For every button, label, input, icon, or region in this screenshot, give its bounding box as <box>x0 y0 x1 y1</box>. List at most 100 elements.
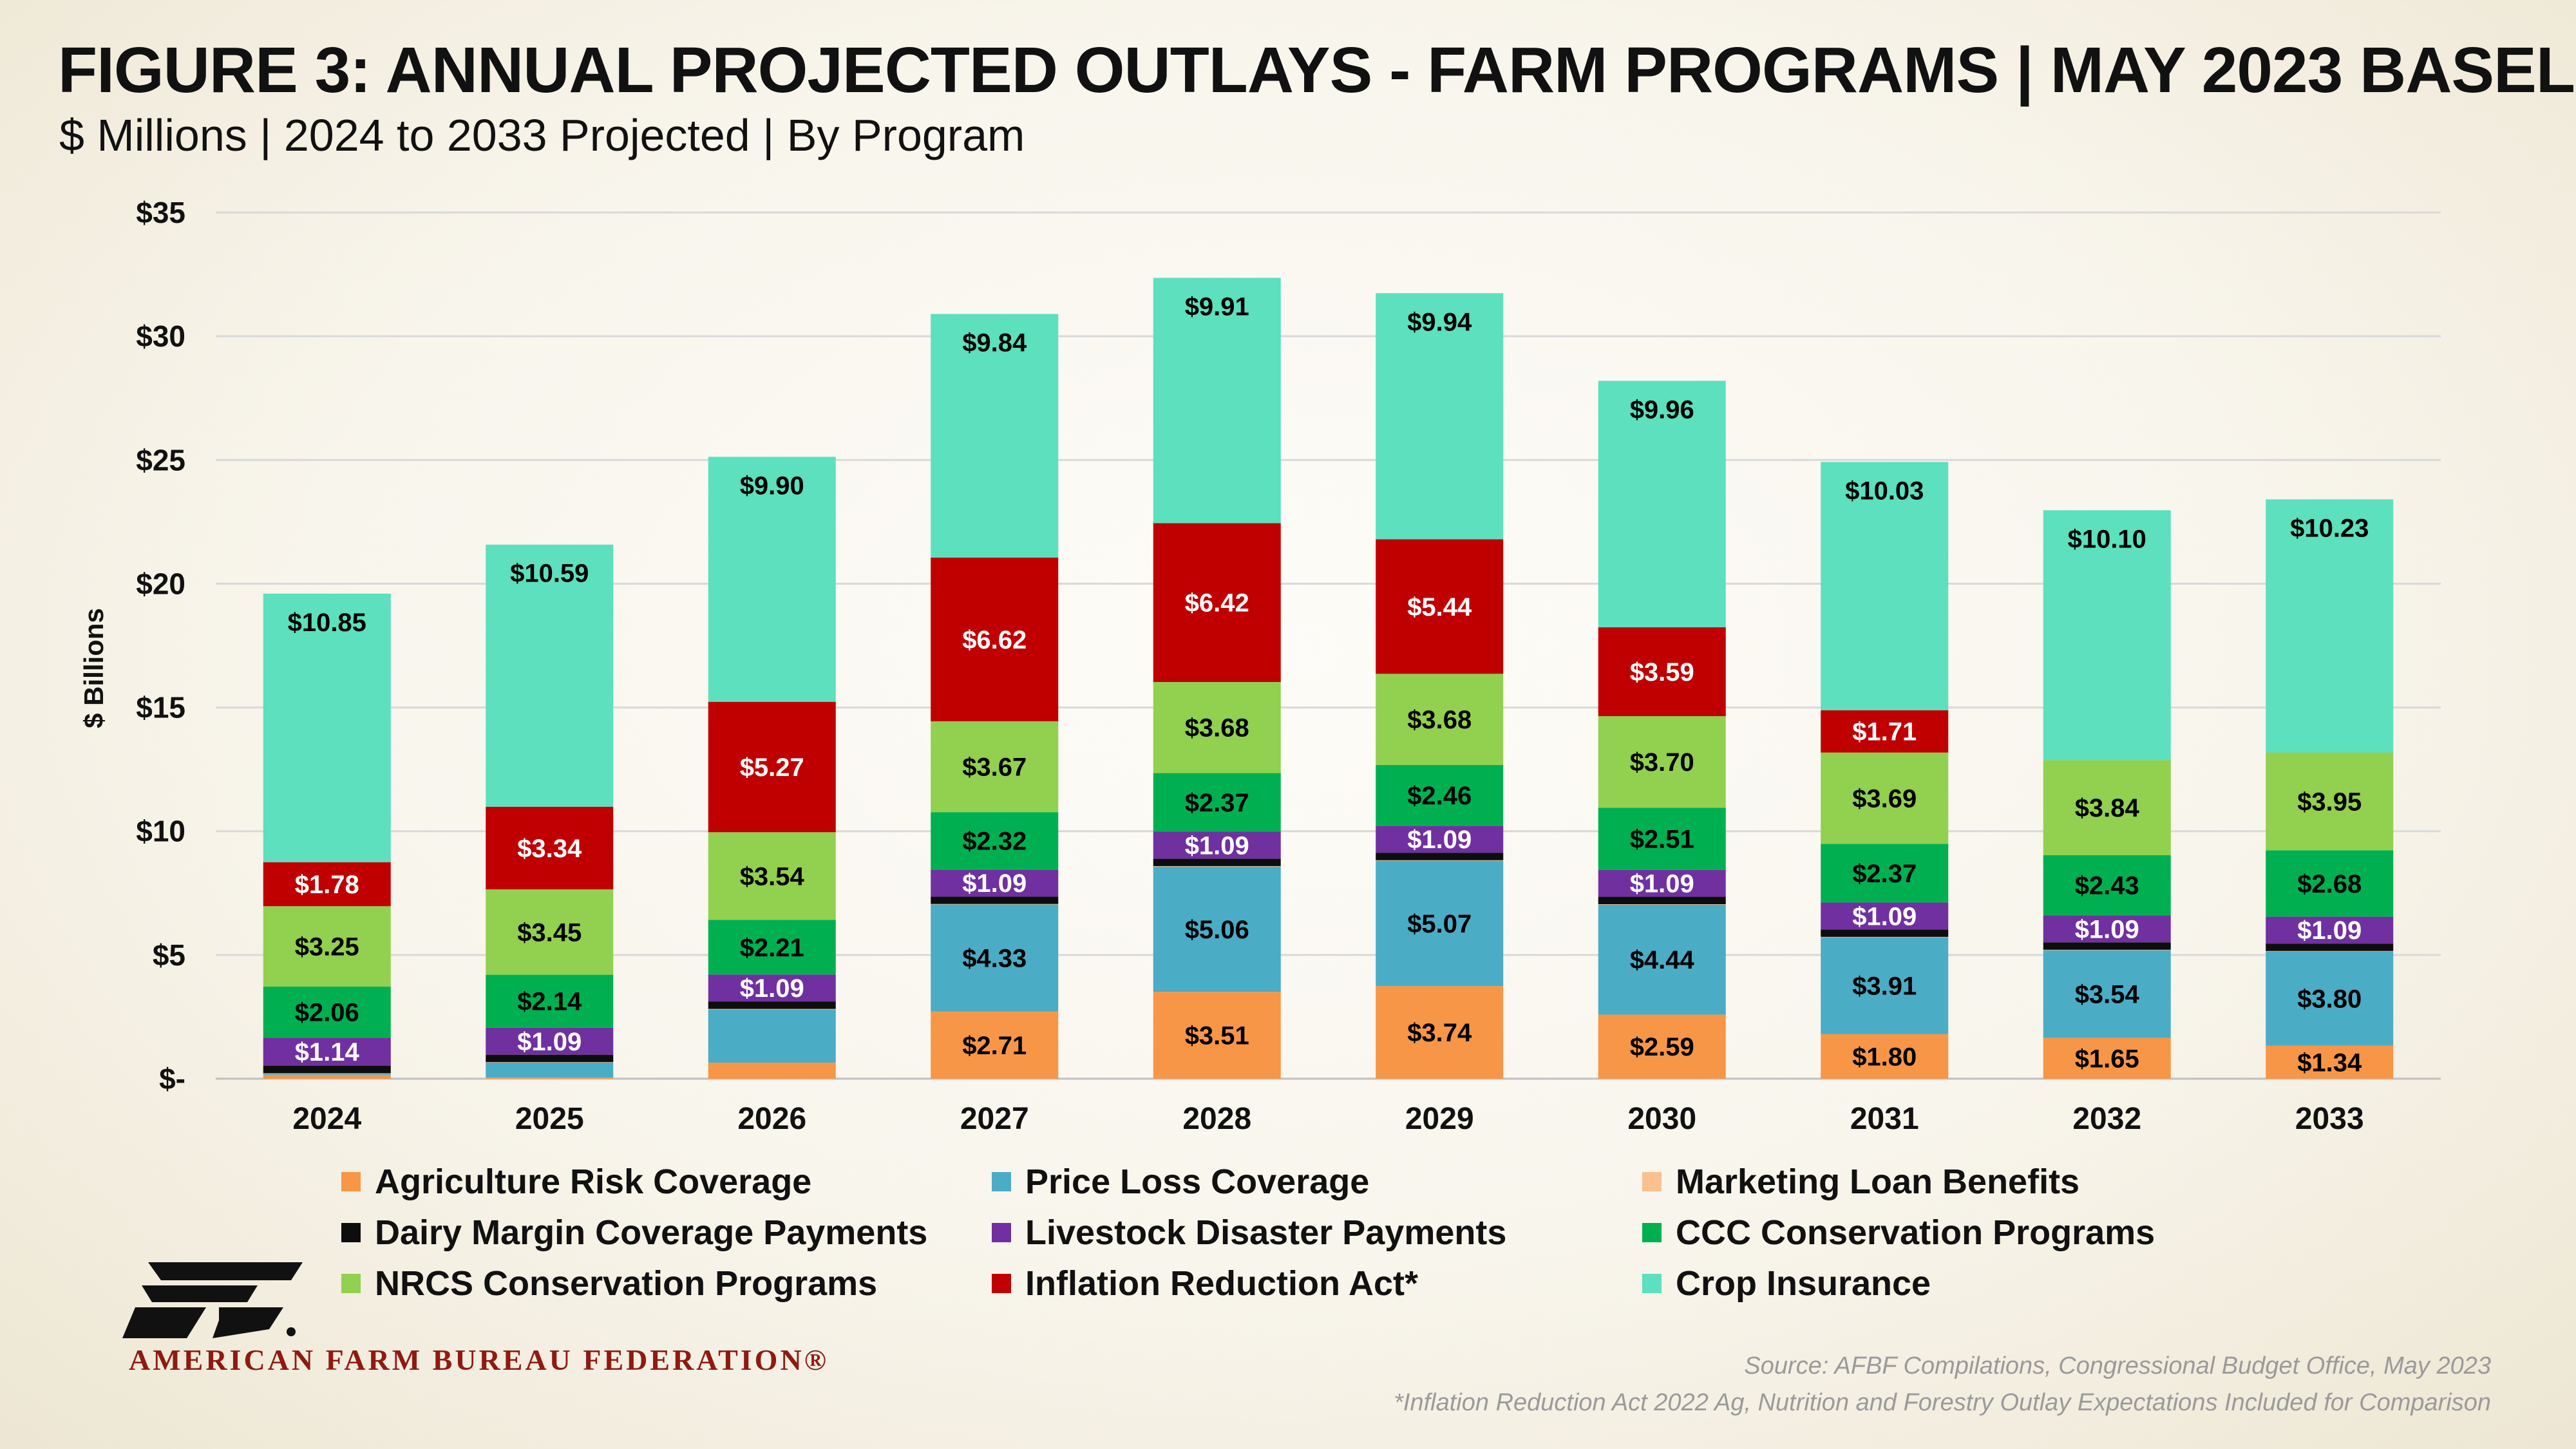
legend-swatch <box>1642 1274 1662 1293</box>
bar-segment <box>2266 951 2394 952</box>
data-label: $10.23 <box>2290 514 2369 542</box>
bar-segment <box>2043 949 2171 951</box>
x-tick-label: 2024 <box>292 1102 361 1136</box>
bar-segment <box>1598 808 1726 870</box>
legend-swatch <box>992 1172 1011 1191</box>
bar-segment <box>1821 936 1949 938</box>
legend-label: Crop Insurance <box>1676 1264 1931 1303</box>
bar-segment <box>2043 855 2171 916</box>
bar-segment <box>1376 539 1504 674</box>
bar-segment <box>2266 943 2394 951</box>
legend-item: Livestock Disaster Payments <box>992 1213 1506 1252</box>
bar-segment <box>486 544 614 807</box>
bar-segment <box>263 987 391 1038</box>
y-axis-label: $ Billions <box>79 608 109 728</box>
bar-segment <box>1821 462 1949 710</box>
bar-segment <box>931 721 1059 813</box>
bar-segment <box>1598 904 1726 905</box>
bar-segment <box>931 1011 1059 1079</box>
bar-segment <box>486 889 614 975</box>
data-label: $10.59 <box>510 560 589 588</box>
chart-title: FIGURE 3: ANNUAL PROJECTED OUTLAYS - FAR… <box>58 34 2576 106</box>
data-label: $1.09 <box>1185 831 1249 860</box>
y-tick-label: $30 <box>136 319 185 353</box>
data-label: $5.07 <box>1407 910 1472 938</box>
bar-segment <box>2043 942 2171 950</box>
bar-segment <box>1821 937 1949 1034</box>
y-tick-label: $5 <box>153 938 185 972</box>
bar-segment <box>931 904 1059 1012</box>
bar-segment <box>2043 950 2171 1038</box>
data-label: $3.69 <box>1852 784 1917 813</box>
bar-segment <box>2266 951 2394 1046</box>
data-label: $5.27 <box>740 753 804 782</box>
bar-segment <box>1821 929 1949 937</box>
data-label: $1.09 <box>1852 902 1917 931</box>
data-label: $9.90 <box>740 471 804 500</box>
data-label: $2.06 <box>295 999 359 1027</box>
bar-segment <box>708 1063 836 1079</box>
bar-segment <box>931 896 1059 904</box>
legend-label: Livestock Disaster Payments <box>1025 1213 1507 1252</box>
bar-segment <box>708 1009 836 1063</box>
data-label: $1.71 <box>1852 718 1917 746</box>
bar-segment <box>263 862 391 907</box>
bar-segment <box>2266 1045 2394 1079</box>
bar-segment <box>1376 853 1504 860</box>
bar-segment <box>263 593 391 862</box>
legend-swatch <box>341 1274 361 1293</box>
bar-segment <box>1153 866 1281 867</box>
bar-segment <box>1153 992 1281 1079</box>
data-label: $3.84 <box>2075 794 2140 822</box>
bar-segment <box>1153 523 1281 682</box>
bar-segment <box>1376 674 1504 765</box>
data-label: $3.68 <box>1185 714 1249 743</box>
data-label: $3.45 <box>517 918 582 947</box>
legend-label: Dairy Margin Coverage Payments <box>375 1213 928 1252</box>
bar-segment <box>2266 916 2394 944</box>
bar-segment <box>486 1062 614 1063</box>
bar-segment <box>2266 850 2394 917</box>
bar-segment <box>263 1037 391 1066</box>
data-label: $10.10 <box>2068 525 2146 553</box>
data-label: $3.95 <box>2297 788 2362 816</box>
data-label: $3.54 <box>740 862 805 891</box>
data-label: $3.67 <box>962 753 1027 782</box>
data-label: $3.74 <box>1407 1019 1472 1047</box>
legend-swatch <box>1642 1223 1662 1242</box>
bar-segment <box>1821 844 1949 903</box>
data-label: $6.62 <box>962 626 1027 654</box>
bar-segment <box>1821 1034 1949 1079</box>
bar-segment <box>263 1066 391 1074</box>
legend-label: CCC Conservation Programs <box>1676 1213 2155 1252</box>
legend-item: Marketing Loan Benefits <box>1642 1162 2079 1201</box>
legend-label: Marketing Loan Benefits <box>1676 1162 2080 1201</box>
x-tick-label: 2027 <box>960 1102 1029 1136</box>
bar-segment <box>2266 499 2394 753</box>
bar-segment <box>1376 860 1504 861</box>
bar-segment <box>1598 904 1726 1015</box>
x-tick-label: 2032 <box>2072 1102 2141 1136</box>
bar-segment <box>931 904 1059 905</box>
data-label: $2.43 <box>2075 872 2139 900</box>
data-label: $1.09 <box>740 974 804 1003</box>
bar-segment <box>1376 826 1504 853</box>
data-label: $1.09 <box>2297 916 2362 945</box>
bar-segment <box>263 1074 391 1075</box>
bar-segment <box>2043 1037 2171 1079</box>
bar-segment <box>486 1063 614 1078</box>
data-label: $2.68 <box>2297 870 2362 898</box>
legend-label: Inflation Reduction Act* <box>1025 1264 1418 1303</box>
y-tick-label: $25 <box>136 443 185 477</box>
legend-swatch <box>341 1223 361 1242</box>
data-label: $1.09 <box>2075 915 2139 943</box>
bar-segment <box>1598 869 1726 897</box>
data-label: $4.44 <box>1630 946 1695 974</box>
bar-segment <box>1153 681 1281 773</box>
data-label: $9.91 <box>1185 292 1249 321</box>
data-label: $3.91 <box>1852 972 1917 1001</box>
y-tick-label: $35 <box>136 196 185 229</box>
legend-swatch <box>1642 1172 1662 1191</box>
data-label: $1.09 <box>1630 870 1694 898</box>
data-label: $1.80 <box>1852 1043 1917 1071</box>
